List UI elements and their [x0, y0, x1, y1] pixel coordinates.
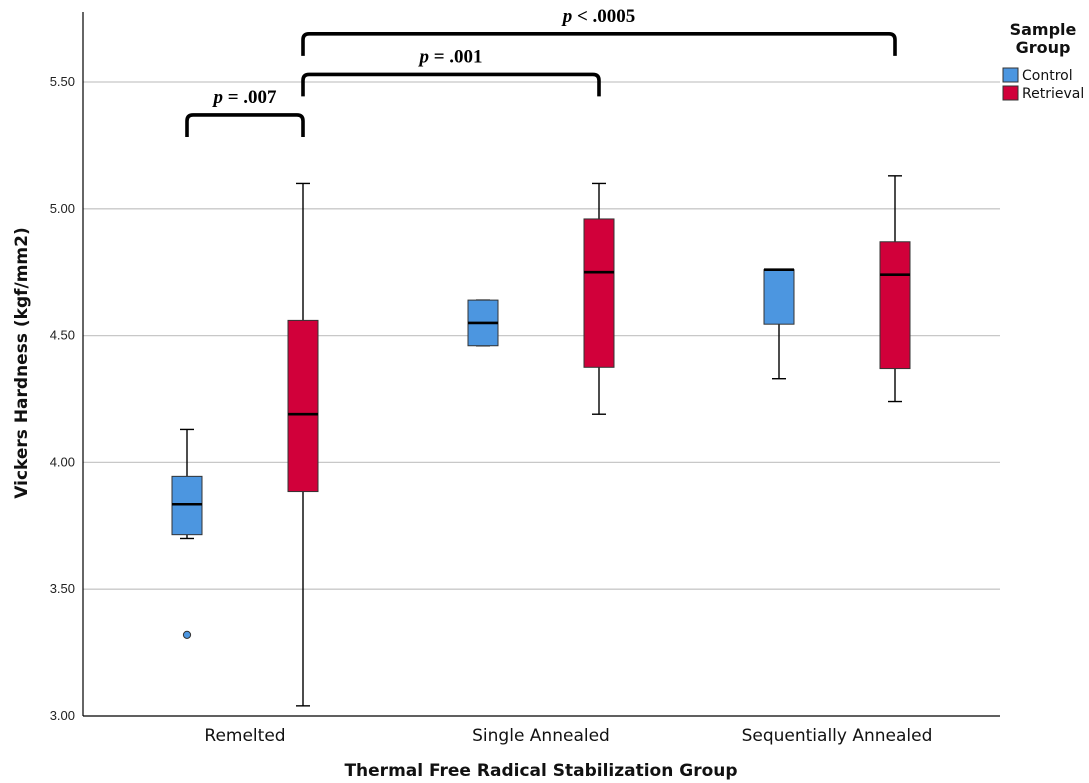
axes: 3.00 3.50 4.00 4.50 5.00 5.50 Remelted Single A…: [50, 12, 1000, 746]
box-body: [287, 319, 319, 493]
significance-bracket: p = .007: [185, 87, 305, 137]
y-tick-label: 4.50: [50, 328, 75, 343]
p-value-text: = .001: [429, 46, 483, 67]
box-retrieval: [583, 182, 615, 415]
p-value-text: < .0005: [572, 6, 635, 27]
y-tick-label: 4.00: [50, 454, 75, 469]
bracket-line: [185, 113, 305, 137]
box-control: [467, 299, 499, 347]
legend-label-control: Control: [1022, 68, 1073, 84]
box-body: [583, 218, 615, 368]
x-tick-label: Single Annealed: [472, 726, 610, 746]
y-tick-label: 5.00: [50, 201, 75, 216]
box-control: [171, 428, 203, 639]
bracket-line: [301, 32, 897, 56]
y-tick-label: 3.00: [50, 708, 75, 723]
boxes: [171, 175, 911, 707]
p-symbol: p: [417, 46, 429, 67]
box-body: [879, 241, 911, 370]
outlier-point: [182, 630, 192, 639]
box-body: [763, 269, 795, 325]
p-value-label: p = .007: [211, 87, 277, 108]
bracket-line: [301, 72, 601, 97]
p-value-text: = .007: [223, 87, 277, 108]
x-tick-label: Remelted: [204, 726, 285, 746]
legend-title-line2: Group: [1016, 38, 1071, 57]
x-tick-label: Sequentially Annealed: [742, 726, 933, 746]
box-retrieval: [879, 175, 911, 403]
x-axis-title: Thermal Free Radical Stabilization Group: [344, 761, 737, 781]
y-tick-label: 3.50: [50, 581, 75, 596]
p-value-label: p < .0005: [561, 6, 636, 27]
legend-swatch-control: [1002, 67, 1019, 83]
p-value-label: p = .001: [417, 46, 482, 67]
p-symbol: p: [211, 87, 223, 108]
gridlines: [83, 81, 1000, 590]
y-axis-title: Vickers Hardness (kgf/mm2): [12, 227, 32, 498]
legend-title-line1: Sample: [1010, 20, 1077, 39]
p-symbol: p: [561, 6, 573, 27]
legend-label-retrieval: Retrieval: [1022, 86, 1084, 102]
box-control: [763, 268, 795, 380]
significance-bracket: p = .001: [301, 46, 601, 97]
y-tick-label: 5.50: [50, 74, 75, 89]
legend-swatch-retrieval: [1002, 85, 1019, 101]
significance-bracket: p < .0005: [301, 6, 897, 56]
box-retrieval: [287, 182, 319, 707]
